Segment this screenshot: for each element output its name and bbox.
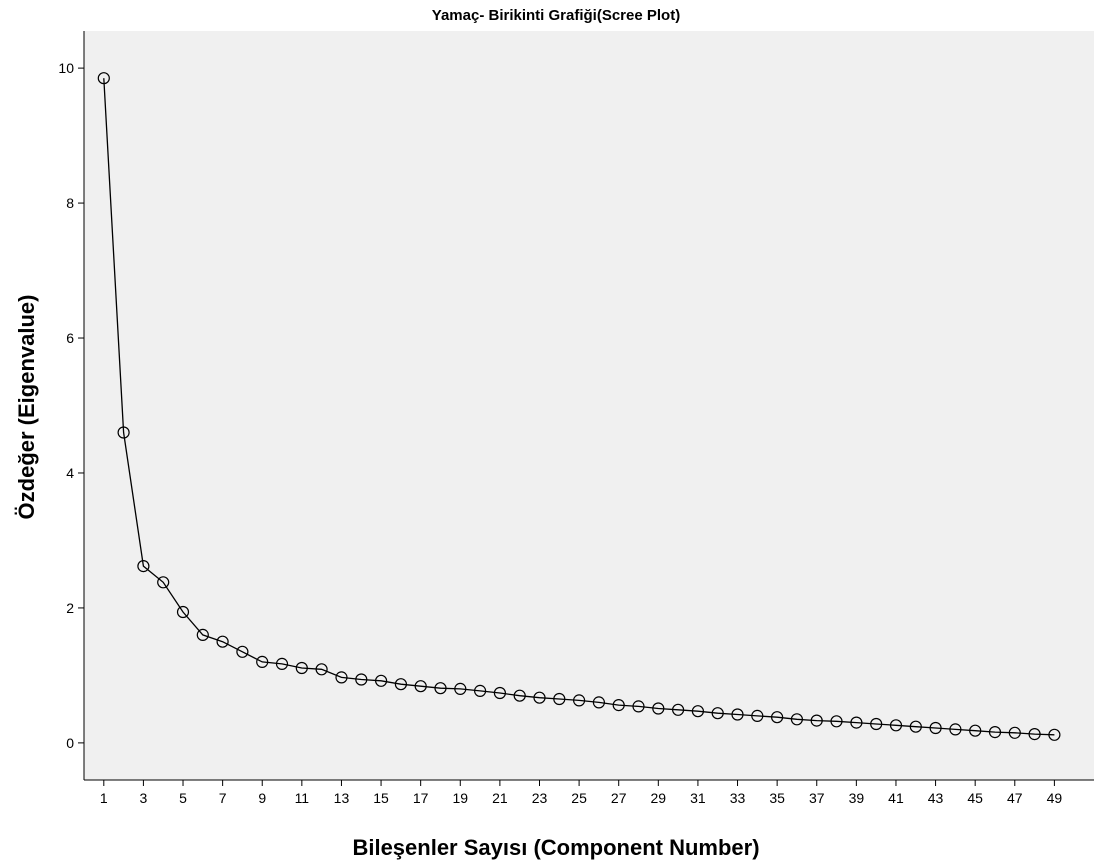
data-point-marker <box>770 711 784 724</box>
x-axis-label: Bileşenler Sayısı (Component Number) <box>352 835 759 860</box>
x-tick-label: 15 <box>373 790 389 806</box>
x-tick-label: 3 <box>140 790 148 806</box>
y-tick-label: 6 <box>66 330 74 346</box>
x-tick-label: 13 <box>334 790 350 806</box>
data-point-marker <box>295 661 308 675</box>
data-point-marker <box>731 708 744 721</box>
data-point-marker <box>533 691 546 704</box>
x-tick-label: 1 <box>100 790 108 806</box>
data-point-marker <box>394 678 407 691</box>
data-point-marker <box>513 689 526 702</box>
y-axis-ticks: 0 2 4 6 8 10 <box>58 60 84 751</box>
x-tick-label: 37 <box>809 790 825 806</box>
data-point-marker <box>810 714 823 727</box>
data-point-marker <box>1048 728 1061 741</box>
data-point-marker <box>216 635 229 648</box>
x-tick-label: 39 <box>849 790 865 806</box>
data-point-marker <box>711 707 724 720</box>
x-tick-label: 41 <box>888 790 904 806</box>
y-tick-label: 4 <box>66 465 74 481</box>
data-point-marker <box>434 682 447 695</box>
y-tick-label: 0 <box>66 735 74 751</box>
data-point-marker <box>691 705 705 718</box>
eigenvalue-markers <box>97 72 1061 741</box>
data-point-marker <box>632 700 645 713</box>
data-point-marker <box>988 725 1002 739</box>
data-point-marker <box>612 698 625 712</box>
y-axis-label: Özdeğer (Eigenvalue) <box>14 295 39 520</box>
data-point-marker <box>751 709 764 723</box>
data-point-marker <box>196 628 209 642</box>
data-point-marker <box>652 702 665 715</box>
data-point-marker <box>830 715 843 728</box>
x-tick-label: 9 <box>258 790 266 806</box>
x-tick-label: 31 <box>690 790 706 806</box>
data-point-marker <box>176 605 190 619</box>
x-tick-label: 25 <box>571 790 587 806</box>
x-tick-label: 45 <box>967 790 983 806</box>
data-point-marker <box>790 713 804 726</box>
data-point-marker <box>929 721 942 735</box>
data-point-marker <box>949 723 962 736</box>
data-point-marker <box>157 576 170 589</box>
data-point-marker <box>572 694 586 707</box>
data-point-marker <box>850 716 863 729</box>
data-point-marker <box>375 674 388 687</box>
data-point-marker <box>493 686 506 700</box>
data-point-marker <box>315 663 328 676</box>
y-tick-label: 10 <box>58 60 74 76</box>
data-point-marker <box>236 645 249 658</box>
data-point-marker <box>414 680 427 693</box>
data-point-marker <box>275 657 289 671</box>
data-point-marker <box>355 673 368 686</box>
data-point-marker <box>97 72 110 85</box>
x-tick-label: 7 <box>219 790 227 806</box>
x-tick-label: 17 <box>413 790 429 806</box>
x-tick-label: 35 <box>769 790 785 806</box>
x-tick-label: 21 <box>492 790 508 806</box>
x-tick-label: 23 <box>532 790 548 806</box>
data-point-marker <box>1028 727 1041 741</box>
data-point-marker <box>592 696 606 709</box>
x-tick-label: 49 <box>1047 790 1063 806</box>
data-point-marker <box>1008 726 1021 739</box>
data-point-marker <box>256 655 269 669</box>
data-point-marker <box>117 426 130 439</box>
data-point-marker <box>889 719 903 732</box>
data-point-marker <box>553 692 566 706</box>
x-tick-label: 43 <box>928 790 944 806</box>
data-point-marker <box>969 724 982 737</box>
plot-area <box>84 31 1094 780</box>
data-point-marker <box>870 717 883 731</box>
x-tick-label: 33 <box>730 790 746 806</box>
y-tick-label: 2 <box>66 600 74 616</box>
data-point-marker <box>909 720 922 733</box>
data-point-marker <box>454 682 467 696</box>
chart-title: Yamaç- Birikinti Grafiği(Scree Plot) <box>432 7 680 24</box>
data-point-marker <box>671 703 685 716</box>
eigenvalue-series-line <box>103 78 1055 736</box>
x-tick-label: 47 <box>1007 790 1023 806</box>
data-point-marker <box>137 559 150 573</box>
data-point-marker <box>335 671 348 684</box>
x-axis-ticks: 1 3 5 7 9 11 13 15 17 19 21 23 25 27 29 31 33 35 37 39 41 43 4… <box>100 780 1062 806</box>
x-tick-label: 5 <box>179 790 187 806</box>
x-tick-label: 11 <box>295 790 310 806</box>
y-tick-label: 8 <box>66 195 74 211</box>
x-tick-label: 19 <box>452 790 468 806</box>
data-point-marker <box>474 684 487 698</box>
x-tick-label: 27 <box>611 790 627 806</box>
x-tick-label: 29 <box>651 790 667 806</box>
